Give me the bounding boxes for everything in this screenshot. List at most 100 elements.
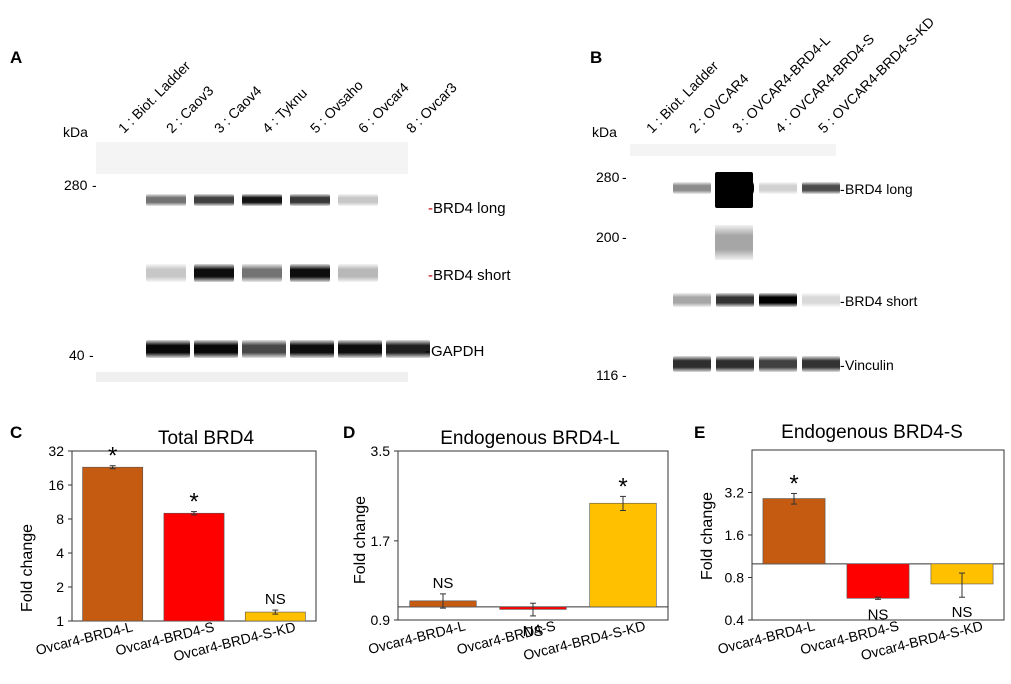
gapdh-band: [386, 340, 430, 358]
brd4-long-band: [290, 194, 330, 206]
plot-frame: [397, 450, 669, 621]
brd4-short-band: [194, 264, 234, 282]
panel-b-marker-280-tick: -: [622, 169, 627, 185]
panel-letter: E: [694, 423, 705, 442]
brd4-short-band: [759, 293, 797, 307]
y-tick-label: 0.9: [371, 612, 391, 628]
panel-a-ladder-strip: [96, 142, 408, 174]
panel-a-bottom-strip: [96, 372, 408, 382]
panel-a-lane-label: 3 : Caov4: [211, 82, 265, 136]
panel-a-bands: [146, 194, 430, 358]
y-tick-label: 2: [56, 579, 64, 595]
panel-a-dash-long: -: [428, 200, 433, 217]
panel-a-letter: A: [10, 48, 22, 67]
chart-e: E Endogenous BRD4-S Fold change 3.2 1.6 0.8 0.…: [694, 422, 1005, 663]
panel-b-label-brd4-long: BRD4 long: [845, 181, 913, 197]
brd4-short-band: [338, 264, 378, 282]
y-tick-label: 8: [56, 511, 64, 527]
brd4-short-band: [146, 264, 186, 282]
panel-a-lane-label: 4 : Tyknu: [259, 85, 310, 136]
y-axis-label: Fold change: [19, 524, 36, 612]
panel-b-marker-200: 200: [596, 229, 620, 245]
brd4-short-band: [673, 293, 711, 307]
panel-a-label-gapdh: GAPDH: [431, 343, 484, 360]
chart-title: Total BRD4: [158, 428, 255, 449]
significance-label: NS: [952, 604, 973, 621]
panel-b-kda-label: kDa: [592, 124, 617, 140]
panel-b-ladder-strip: [630, 144, 836, 156]
y-tick-label: 3.5: [371, 443, 391, 459]
significance-label: *: [789, 470, 798, 497]
brd4-long-band: [146, 194, 186, 206]
bar: [846, 563, 910, 599]
gapdh-band: [242, 340, 286, 358]
panel-a-kda-label: kDa: [63, 124, 88, 140]
panel-a-marker-280: 280: [64, 177, 88, 193]
smear-band: [715, 225, 753, 260]
gapdh-band: [338, 340, 382, 358]
significance-label: *: [189, 489, 198, 516]
panel-b-dash-vinculin: -: [840, 357, 845, 373]
brd4-short-band: [290, 264, 330, 282]
panel-b-bands: [673, 172, 840, 372]
panel-a-label-brd4-long: BRD4 long: [433, 200, 506, 217]
y-tick-label: 3.2: [725, 485, 745, 501]
gapdh-band: [194, 340, 238, 358]
brd4-short-band: [242, 264, 282, 282]
panel-b-marker-280: 280: [596, 169, 620, 185]
brd4-long-band: [673, 182, 711, 194]
gapdh-band: [146, 340, 190, 358]
chart-d: D Endogenous BRD4-L Fold change 3.5 1.7 0.9 NS…: [343, 423, 669, 663]
y-tick-label: 1: [56, 613, 64, 629]
panel-a-dash-short: -: [428, 267, 433, 284]
gapdh-band: [290, 340, 334, 358]
brd4-short-band: [716, 293, 754, 307]
significance-label: NS: [868, 606, 889, 623]
panel-a-dash-gapdh: -: [425, 343, 430, 360]
bar: [762, 498, 826, 565]
bar: [82, 466, 144, 622]
panel-b-dash-long: -: [840, 181, 845, 197]
panel-b-lane-label: 1 : Biot. Ladder: [643, 57, 722, 136]
panel-letter: D: [343, 423, 355, 442]
panel-b-letter: B: [590, 48, 602, 67]
panel-letter: C: [10, 423, 22, 442]
y-axis-label: Fold change: [352, 496, 369, 584]
y-tick-label: 4: [56, 545, 64, 561]
bar: [589, 502, 657, 608]
brd4-long-band: [802, 182, 840, 194]
vinculin-band: [759, 356, 797, 372]
brd4-long-band: [759, 182, 797, 194]
y-tick-label: 0.4: [725, 612, 745, 628]
panel-b-marker-116-tick: -: [622, 367, 627, 383]
significance-label: NS: [265, 591, 286, 608]
brd4-long-saturated-band: [715, 172, 753, 208]
panel-a-marker-40: 40: [69, 347, 85, 363]
y-tick-label: 1.6: [725, 527, 745, 543]
y-axis-label: Fold change: [699, 492, 716, 580]
brd4-long-band: [242, 194, 282, 206]
panel-a-marker-40-tick: -: [89, 347, 94, 363]
vinculin-band: [716, 356, 754, 372]
vinculin-band: [802, 356, 840, 372]
y-tick-label: 16: [48, 477, 64, 493]
vinculin-band: [673, 356, 711, 372]
chart-title: Endogenous BRD4-S: [781, 422, 963, 443]
chart-title: Endogenous BRD4-L: [440, 428, 620, 449]
y-tick-label: 0.8: [725, 570, 745, 586]
significance-label: NS: [433, 575, 454, 592]
brd4-long-band: [194, 194, 234, 206]
panel-a-marker-280-tick: -: [92, 177, 97, 193]
panel-b-label-brd4-short: BRD4 short: [845, 293, 917, 309]
significance-label: NS: [523, 623, 544, 640]
panel-b-dash-short: -: [840, 293, 845, 309]
brd4-short-band: [802, 293, 840, 307]
panel-b-label-vinculin: Vinculin: [845, 357, 894, 373]
y-tick-label: 1.7: [371, 533, 391, 549]
